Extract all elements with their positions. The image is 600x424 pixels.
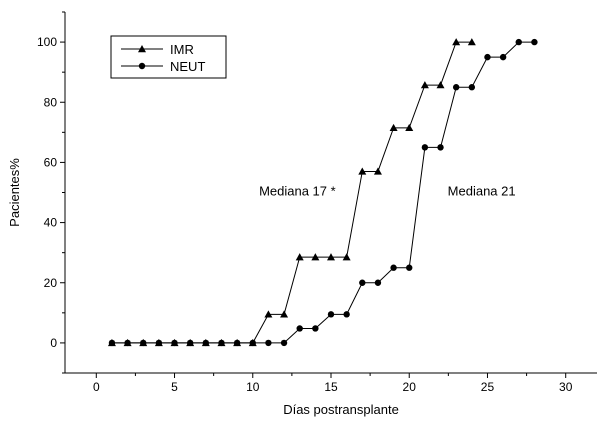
data-point-neut [531, 38, 538, 46]
x-tick-label: 5 [171, 380, 178, 394]
data-point-neut [359, 279, 366, 286]
data-point-neut [280, 339, 288, 347]
annotation: Mediana 17 * [259, 184, 336, 199]
data-point-neut [171, 339, 178, 347]
legend-label-neut: NEUT [170, 59, 205, 74]
data-point-neut [499, 53, 507, 61]
annotation: Mediana 21 [448, 184, 516, 199]
series-neut [108, 38, 538, 347]
data-point-neut [452, 84, 460, 91]
data-point-imr [327, 253, 335, 261]
data-point-imr [452, 38, 461, 46]
y-tick-label: 40 [44, 216, 58, 230]
data-point-imr [420, 81, 429, 89]
data-point-imr [405, 123, 414, 132]
data-point-imr [295, 253, 304, 261]
data-point-neut [468, 84, 476, 91]
data-point-neut [218, 339, 225, 347]
x-tick-label: 20 [403, 380, 417, 394]
y-tick-label: 100 [37, 35, 57, 49]
legend-label-imr: IMR [170, 42, 194, 57]
data-point-neut [108, 339, 116, 347]
data-point-neut [406, 264, 413, 271]
x-axis-title: Días postransplante [283, 402, 399, 417]
x-tick-label: 10 [246, 380, 260, 394]
y-tick-label: 60 [44, 155, 58, 169]
data-point-neut [421, 144, 429, 151]
x-tick-label: 25 [481, 380, 495, 394]
data-point-neut [343, 311, 350, 318]
data-point-neut [202, 339, 210, 347]
x-tick-label: 15 [324, 380, 338, 394]
data-point-neut [124, 339, 131, 347]
legend-marker-neut [138, 62, 146, 70]
series-line-neut [111, 41, 535, 344]
data-point-neut [484, 53, 491, 61]
y-axis-title: Pacientes% [7, 158, 22, 227]
data-point-imr [264, 310, 273, 318]
data-point-neut [390, 264, 397, 271]
annotations: Mediana 17 * Mediana 21 [259, 184, 516, 199]
data-point-neut [296, 325, 303, 332]
data-point-neut [265, 339, 272, 347]
series-layer [107, 38, 538, 347]
data-point-neut [155, 339, 163, 347]
x-tick-label: 30 [559, 380, 573, 394]
data-point-imr [342, 253, 351, 261]
data-point-imr [436, 81, 445, 89]
data-point-neut [327, 311, 335, 318]
data-point-neut [312, 325, 319, 332]
data-point-imr [311, 253, 320, 261]
legend-marker-imr [138, 45, 146, 53]
x-tick-label: 0 [93, 380, 100, 394]
data-point-neut [186, 339, 194, 347]
data-point-imr [358, 167, 367, 175]
axes: 0 5 10 15 20 25 30 0 20 40 60 80 100 Días postranspla… [7, 11, 597, 417]
y-tick-label: 80 [44, 95, 58, 109]
data-point-neut [515, 38, 522, 46]
y-tick-label: 20 [44, 276, 58, 290]
legend-box [110, 35, 227, 79]
y-tick-label: 0 [50, 336, 57, 350]
data-point-imr [280, 310, 289, 318]
data-point-neut [233, 339, 241, 347]
data-point-imr [389, 123, 398, 132]
data-point-neut [437, 144, 444, 151]
data-point-neut [140, 339, 147, 347]
data-point-neut [249, 339, 256, 347]
data-point-imr [467, 38, 476, 46]
data-point-imr [373, 167, 382, 175]
data-point-neut [374, 279, 382, 286]
legend: IMR NEUT [110, 35, 227, 79]
